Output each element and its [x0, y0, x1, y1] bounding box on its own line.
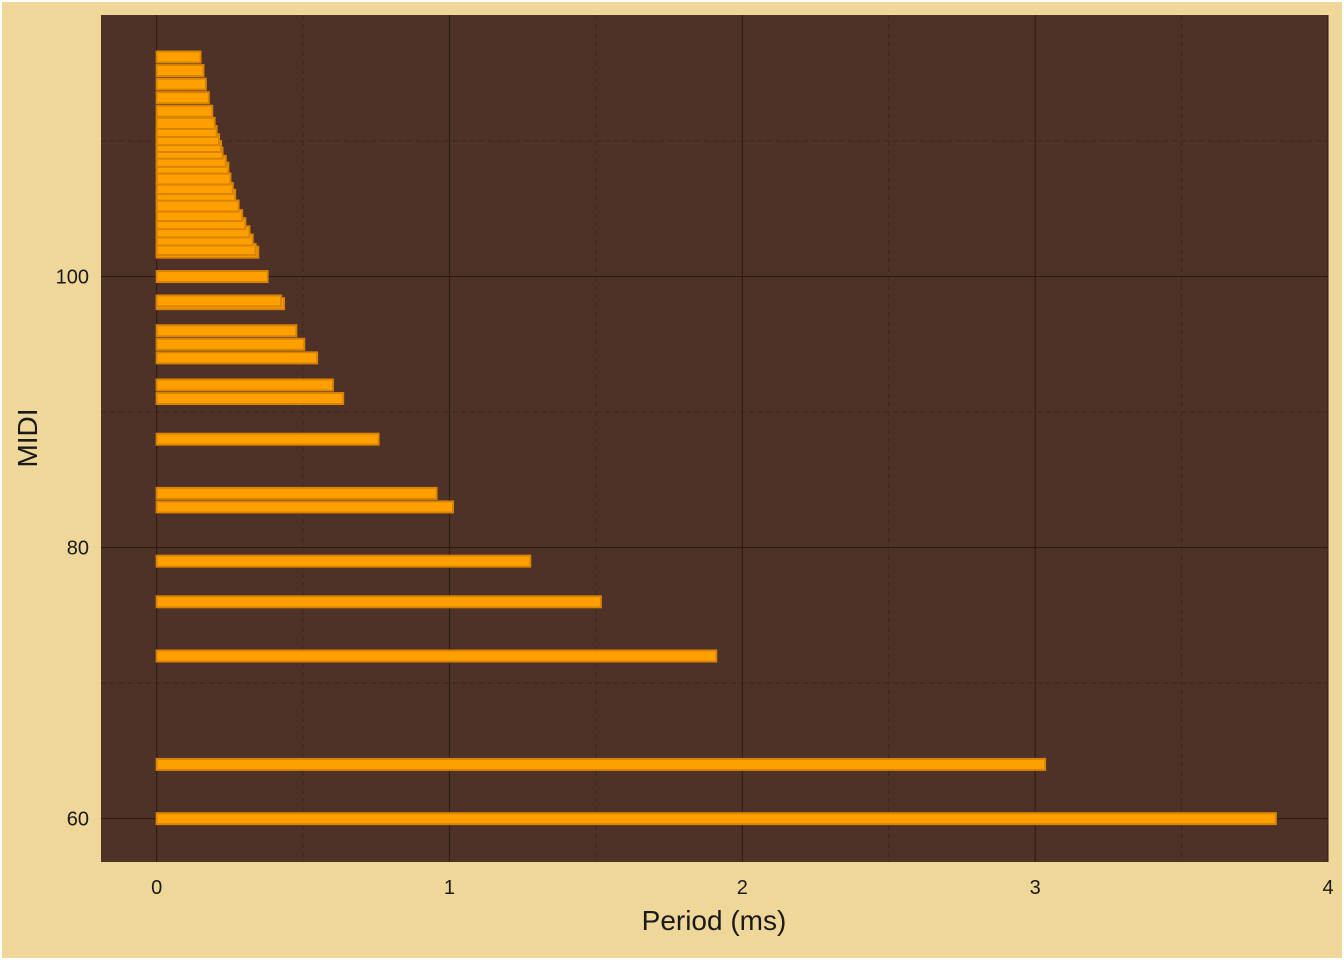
bar — [155, 199, 240, 213]
x-axis-title: Period (ms) — [642, 905, 787, 936]
bar — [155, 104, 214, 118]
bars — [155, 50, 1277, 826]
y-tick-label: 60 — [67, 809, 89, 831]
bar — [155, 378, 334, 392]
y-tick-label: 80 — [67, 538, 89, 560]
bar — [155, 595, 602, 609]
bar — [155, 757, 1047, 771]
bar — [155, 500, 454, 514]
x-tick-label: 3 — [1030, 877, 1041, 899]
x-axis-ticks: 0 1 2 3 4 — [151, 877, 1333, 899]
bar — [155, 294, 283, 308]
bar — [155, 116, 216, 130]
bar — [155, 77, 207, 91]
bar — [155, 432, 380, 446]
bar — [155, 172, 232, 186]
bar — [155, 324, 298, 338]
bar — [155, 351, 319, 365]
y-tick-label: 100 — [56, 267, 89, 289]
x-tick-label: 4 — [1322, 877, 1333, 899]
x-tick-label: 2 — [737, 877, 748, 899]
y-axis-title: MIDI — [12, 408, 43, 467]
bar — [155, 50, 202, 64]
x-tick-label: 1 — [444, 877, 455, 899]
x-tick-label: 0 — [151, 877, 162, 899]
bar — [155, 486, 438, 500]
bar — [155, 554, 532, 568]
bar — [155, 392, 345, 406]
bar — [155, 812, 1277, 826]
bar — [155, 649, 718, 663]
y-axis-ticks: 60 80 100 — [56, 267, 89, 831]
bar — [155, 91, 210, 105]
bar — [155, 337, 306, 351]
bar — [155, 270, 269, 284]
bar — [155, 64, 205, 78]
